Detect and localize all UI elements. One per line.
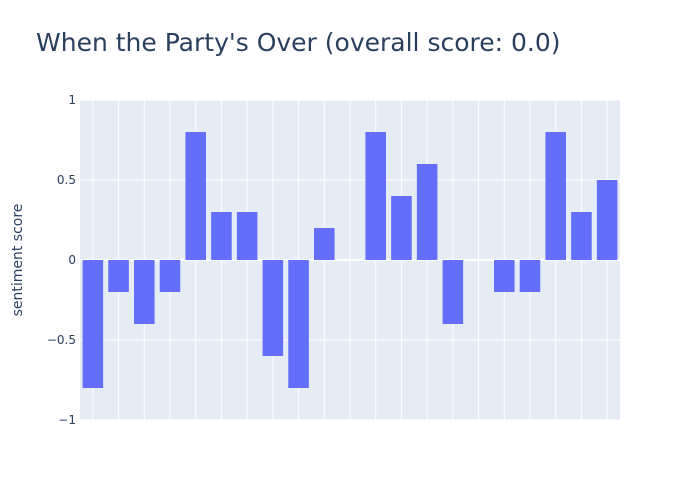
y-axis-title: sentiment score bbox=[10, 204, 26, 317]
bars bbox=[82, 132, 618, 388]
y-axis-ticks: 1 0.5 0 −0.5 −1 bbox=[47, 93, 76, 427]
bar-14 bbox=[416, 164, 438, 260]
y-tick-label: −1 bbox=[58, 413, 76, 427]
bar-2 bbox=[108, 260, 129, 292]
bar-7 bbox=[236, 212, 258, 260]
y-tick-label: 1 bbox=[68, 93, 76, 107]
bar-17 bbox=[494, 260, 515, 292]
bar-5 bbox=[185, 132, 206, 260]
chart-title: When the Party's Over (overall score: 0.… bbox=[36, 28, 561, 57]
bar-1 bbox=[82, 260, 104, 388]
bar-4 bbox=[159, 260, 181, 292]
y-tick-label: 0 bbox=[68, 253, 76, 267]
bar-6 bbox=[211, 212, 232, 260]
bar-21 bbox=[596, 180, 618, 260]
y-tick-label: 0.5 bbox=[57, 173, 76, 187]
y-tick-label: −0.5 bbox=[47, 333, 76, 347]
bar-8 bbox=[262, 260, 284, 356]
bar-10 bbox=[314, 228, 335, 260]
bar-15 bbox=[442, 260, 464, 324]
bar-18 bbox=[519, 260, 541, 292]
bar-13 bbox=[391, 196, 412, 260]
bar-3 bbox=[134, 260, 155, 324]
bar-20 bbox=[571, 212, 592, 260]
bar-9 bbox=[288, 260, 309, 388]
bar-19 bbox=[545, 132, 566, 260]
bar-12 bbox=[365, 132, 386, 260]
